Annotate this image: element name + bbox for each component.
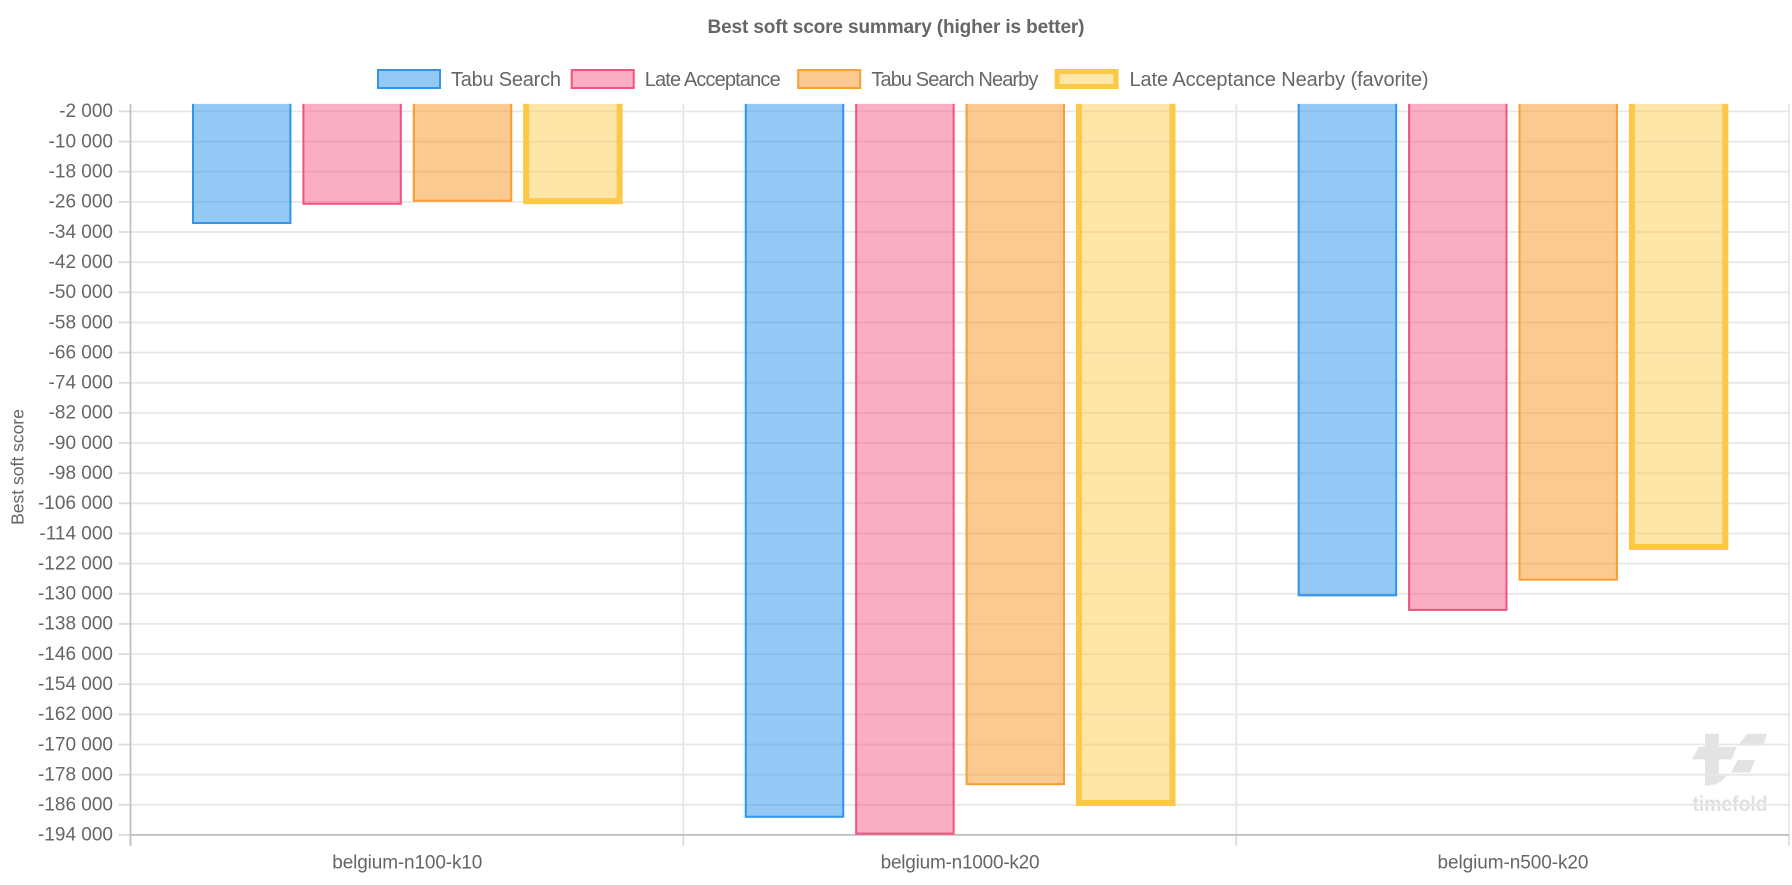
svg-text:-106 000: -106 000 — [38, 493, 113, 514]
svg-text:-186 000: -186 000 — [38, 795, 113, 816]
svg-text:-122 000: -122 000 — [38, 553, 113, 574]
svg-text:Best soft score: Best soft score — [8, 409, 28, 525]
svg-text:-10 000: -10 000 — [49, 131, 113, 152]
svg-text:-178 000: -178 000 — [38, 765, 113, 786]
svg-text:-42 000: -42 000 — [49, 252, 113, 273]
svg-text:-90 000: -90 000 — [49, 433, 113, 454]
svg-text:-162 000: -162 000 — [38, 704, 113, 725]
svg-text:-98 000: -98 000 — [49, 463, 113, 484]
svg-text:Tabu Search Nearby: Tabu Search Nearby — [871, 69, 1038, 91]
svg-text:-194 000: -194 000 — [38, 825, 113, 846]
svg-text:Late Acceptance Nearby (favori: Late Acceptance Nearby (favorite) — [1130, 69, 1429, 91]
svg-text:-82 000: -82 000 — [49, 403, 113, 424]
svg-text:-50 000: -50 000 — [49, 282, 113, 303]
svg-text:-146 000: -146 000 — [38, 644, 113, 665]
svg-text:belgium-n1000-k20: belgium-n1000-k20 — [881, 852, 1040, 873]
svg-text:Tabu Search: Tabu Search — [451, 69, 561, 91]
svg-text:-130 000: -130 000 — [38, 584, 113, 605]
svg-text:-170 000: -170 000 — [38, 734, 113, 755]
svg-text:-114 000: -114 000 — [39, 523, 113, 544]
svg-text:-58 000: -58 000 — [49, 312, 113, 333]
svg-text:-154 000: -154 000 — [38, 674, 113, 695]
svg-text:-34 000: -34 000 — [49, 222, 113, 243]
svg-text:belgium-n100-k10: belgium-n100-k10 — [332, 852, 482, 873]
svg-text:belgium-n500-k20: belgium-n500-k20 — [1438, 852, 1589, 873]
svg-text:-26 000: -26 000 — [49, 192, 113, 213]
svg-text:-138 000: -138 000 — [38, 614, 113, 635]
svg-text:-74 000: -74 000 — [49, 373, 113, 394]
svg-text:Best soft score summary (highe: Best soft score summary (higher is bette… — [708, 17, 1085, 38]
svg-text:Late Acceptance: Late Acceptance — [645, 69, 781, 91]
svg-text:-66 000: -66 000 — [49, 342, 113, 363]
svg-text:-18 000: -18 000 — [49, 162, 113, 183]
svg-text:-2 000: -2 000 — [59, 101, 113, 122]
